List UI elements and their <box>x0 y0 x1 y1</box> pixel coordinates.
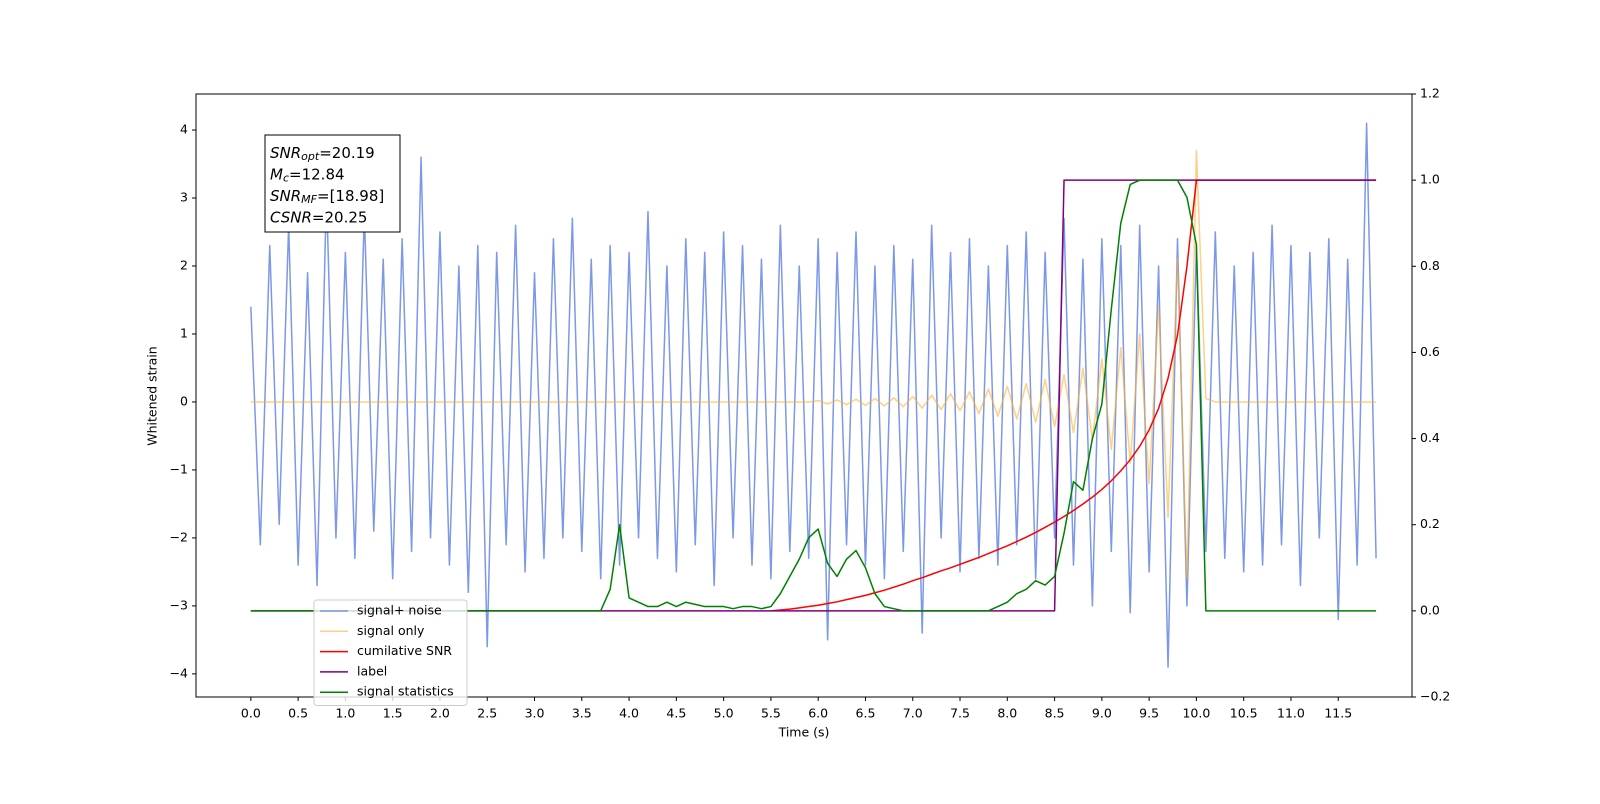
annotation-value: =[18.98] <box>317 187 384 205</box>
annotation-subscript: c <box>283 172 289 185</box>
x-tick-label: 0.0 <box>241 706 261 721</box>
y-tick-label: 2 <box>180 257 188 272</box>
annotation-symbol: M <box>270 165 283 183</box>
x-tick-label: 2.0 <box>430 706 450 721</box>
annotation-symbol: SNR <box>270 187 301 205</box>
annotation-line: SNRMF=[18.98] <box>270 187 384 207</box>
annotation-value: =12.84 <box>289 165 345 183</box>
x-tick-label: 1.5 <box>383 706 403 721</box>
y-tick-label: 4 <box>180 122 188 137</box>
annotation-symbol: CSNR <box>270 208 312 226</box>
y-tick-label: 0 <box>180 393 188 408</box>
x-tick-label: 1.0 <box>335 706 355 721</box>
x-tick-label: 5.5 <box>761 706 781 721</box>
axes-frame <box>195 93 1413 698</box>
y2-tick-label: 0.0 <box>1420 602 1440 617</box>
x-tick-label: 2.5 <box>477 706 497 721</box>
x-tick-label: 9.0 <box>1092 706 1112 721</box>
x-tick-label: 3.0 <box>525 706 545 721</box>
legend-label: label <box>357 663 387 678</box>
x-tick-label: 11.5 <box>1324 706 1352 721</box>
annotation-subscript: opt <box>301 150 320 163</box>
x-tick-label: 0.5 <box>288 706 308 721</box>
legend-frame <box>313 599 468 706</box>
x-axis-label: Time (s) <box>778 725 830 740</box>
x-tick-label: 6.0 <box>808 706 828 721</box>
y-tick-label: 3 <box>180 190 188 205</box>
y2-tick-label: 1.2 <box>1420 86 1440 101</box>
y-tick-label: 1 <box>180 325 188 340</box>
y2-tick-label: −0.2 <box>1420 689 1450 704</box>
annotation-line: CSNR=20.25 <box>270 208 367 226</box>
annotation-frame <box>264 134 401 233</box>
x-tick-label: 7.5 <box>950 706 970 721</box>
legend-label: cumilative SNR <box>357 643 452 658</box>
y-tick-label: −2 <box>170 529 188 544</box>
annotation-symbol: SNR <box>270 144 301 162</box>
legend-label: signal statistics <box>357 684 454 699</box>
y-tick-label: −1 <box>170 461 188 476</box>
annotation-line: Mc=12.84 <box>270 165 345 185</box>
legend-label: signal only <box>357 623 425 638</box>
legend-label: signal+ noise <box>357 603 442 618</box>
x-tick-label: 8.5 <box>1045 706 1065 721</box>
series-line <box>250 149 1377 580</box>
x-tick-label: 9.5 <box>1139 706 1159 721</box>
x-tick-label: 3.5 <box>572 706 592 721</box>
annotation-value: =20.25 <box>312 208 368 226</box>
x-tick-label: 6.5 <box>856 706 876 721</box>
annotation-value: =20.19 <box>319 144 375 162</box>
y2-tick-label: 1.0 <box>1420 172 1440 187</box>
y2-tick-label: 0.6 <box>1420 344 1440 359</box>
y2-tick-label: 0.4 <box>1420 430 1440 445</box>
x-tick-label: 5.0 <box>714 706 734 721</box>
y-tick-label: −4 <box>170 665 188 680</box>
annotation-box: SNRopt=20.19Mc=12.84SNRMF=[18.98]CSNR=20… <box>264 134 401 233</box>
x-tick-label: 7.0 <box>903 706 923 721</box>
x-tick-label: 4.0 <box>619 706 639 721</box>
x-tick-label: 10.5 <box>1230 706 1258 721</box>
y2-tick-label: 0.8 <box>1420 258 1440 273</box>
annotation-subscript: MF <box>301 193 317 206</box>
y-tick-label: −3 <box>170 597 188 612</box>
y2-tick-label: 0.2 <box>1420 516 1440 531</box>
x-tick-label: 4.5 <box>666 706 686 721</box>
x-tick-label: 11.0 <box>1277 706 1305 721</box>
annotation-line: SNRopt=20.19 <box>270 144 375 164</box>
x-tick-label: 8.0 <box>997 706 1017 721</box>
y-axis-label: Whitened strain <box>145 346 160 445</box>
series-line <box>250 122 1377 668</box>
x-tick-label: 10.0 <box>1182 706 1210 721</box>
